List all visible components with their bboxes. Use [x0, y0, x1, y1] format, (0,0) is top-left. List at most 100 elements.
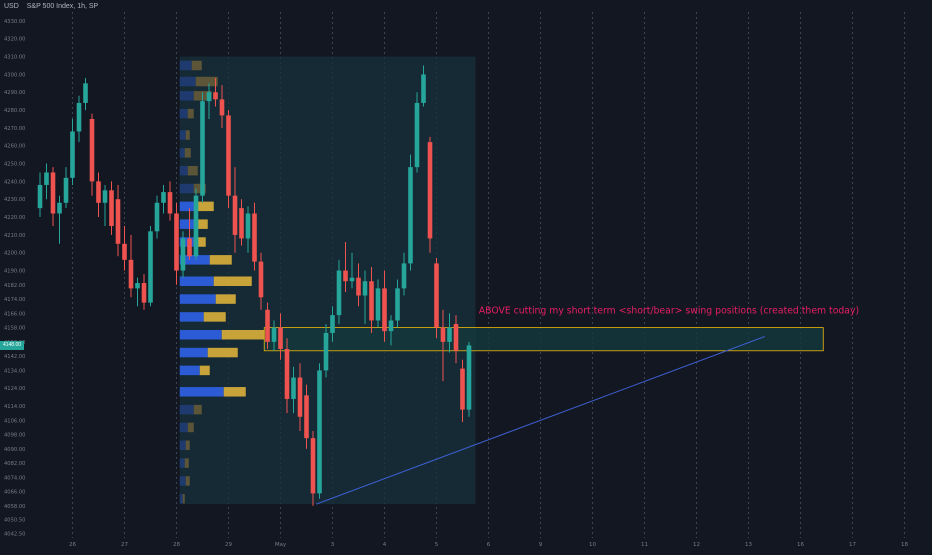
y-axis-tick-label: 4320.00	[4, 37, 25, 43]
candle-down	[50, 172, 56, 214]
swing-zone-box	[263, 327, 824, 352]
candle-down	[115, 199, 121, 244]
candle-down	[258, 261, 264, 298]
volume-profile-down-bar	[197, 219, 208, 229]
candle-up	[37, 184, 43, 209]
candle-up	[291, 377, 296, 399]
y-axis-tick-label: 4124.00	[4, 386, 25, 392]
candle-up	[408, 167, 413, 264]
y-axis-tick-label: 4050.50	[4, 517, 25, 523]
volume-profile-up-bar	[179, 165, 188, 176]
candle-up	[349, 277, 355, 282]
volume-profile-down-bar	[195, 76, 218, 87]
candle-down	[304, 395, 309, 439]
candle-up	[193, 195, 199, 257]
candle-up	[336, 270, 342, 316]
candle-up	[57, 202, 62, 214]
candle-up	[414, 102, 420, 168]
candle-up	[466, 345, 472, 410]
candle-down	[460, 368, 465, 410]
candle-up	[180, 238, 186, 271]
volume-profile-up-bar	[179, 91, 194, 101]
volume-profile-down-bar	[185, 130, 190, 140]
y-axis-tick-label: 4158.00	[4, 326, 25, 332]
y-axis-tick-label: 4074.00	[4, 475, 25, 481]
x-axis-tick-label: 16	[797, 542, 804, 548]
candle-down	[284, 348, 290, 399]
candle-up	[154, 202, 160, 232]
candle-down	[109, 190, 114, 226]
candle-down	[239, 208, 244, 239]
candle-down	[343, 270, 348, 282]
y-axis-tick-label: 4330.00	[4, 19, 25, 25]
volume-profile-up-bar	[179, 347, 208, 358]
volume-profile-up-bar	[179, 183, 194, 194]
volume-profile-down-bar	[187, 165, 198, 176]
candle-down	[453, 324, 459, 351]
y-axis-tick-label: 4210.00	[4, 233, 25, 239]
y-axis-tick-label: 4174.00	[4, 297, 25, 303]
volume-profile-up-bar	[179, 329, 222, 340]
candle-up	[102, 190, 108, 203]
y-axis-tick-label: 4220.00	[4, 215, 25, 221]
x-axis-tick-label: 18	[901, 542, 908, 548]
y-axis-tick-label: 4190.00	[4, 269, 25, 275]
candle-down	[128, 259, 134, 289]
y-axis-tick-label: 4090.00	[4, 447, 25, 453]
candle-up	[63, 177, 69, 203]
candle-down	[122, 243, 127, 260]
y-axis-tick-label: 4042.50	[4, 532, 25, 538]
volume-profile-down-bar	[193, 237, 206, 247]
candle-down	[96, 181, 101, 203]
symbol-title: S&P 500 Index, 1h, SP	[26, 3, 99, 10]
candle-down	[310, 438, 316, 494]
volume-profile-up-bar	[179, 476, 186, 486]
volume-profile-up-bar	[179, 312, 204, 322]
x-axis-tick-label: 29	[225, 542, 232, 548]
candle-down	[297, 377, 303, 417]
volume-profile-up-bar	[179, 440, 186, 451]
candle-down	[427, 142, 433, 239]
y-axis-tick-label: 4066.00	[4, 490, 25, 496]
y-axis-tick-label: 4250.00	[4, 162, 25, 168]
y-axis-tick-label: 4230.00	[4, 197, 25, 203]
candle-down	[89, 118, 95, 182]
trendline	[316, 336, 765, 505]
candle-down	[278, 327, 283, 349]
candle-up	[148, 231, 153, 303]
y-axis-tick-label: 4082.00	[4, 461, 25, 467]
candle-up	[70, 131, 75, 178]
volume-profile-down-bar	[193, 183, 206, 194]
candle-down	[440, 327, 446, 342]
volume-profile-down-bar	[209, 255, 232, 265]
y-axis-tick-label: 4134.00	[4, 368, 25, 374]
candle-down	[232, 195, 238, 235]
x-axis-tick-label: 5	[435, 542, 439, 548]
volume-profile-up-bar	[179, 76, 196, 87]
annotation-text: ABOVE cutting my short term <short/bear>…	[479, 305, 859, 316]
candle-up	[271, 327, 277, 342]
candle-up	[200, 101, 205, 196]
candle-up	[317, 370, 322, 494]
candle-up	[44, 172, 49, 185]
candle-down	[141, 283, 147, 303]
candle-up	[421, 74, 426, 103]
x-axis-tick-label: May	[275, 542, 287, 548]
y-axis-tick-label: 4280.00	[4, 108, 25, 114]
volume-profile-up-bar	[179, 255, 210, 265]
volume-profile-down-bar	[203, 312, 226, 322]
volume-profile-down-bar	[184, 458, 189, 468]
y-axis-tick-label: 4240.00	[4, 179, 25, 185]
x-axis-tick-label: 10	[589, 542, 596, 548]
volume-profile-down-bar	[199, 365, 210, 376]
volume-profile-up-bar	[179, 148, 185, 158]
y-axis-tick-label: 4300.00	[4, 72, 25, 78]
x-axis-tick-label: 9	[539, 542, 543, 548]
volume-profile-up-bar	[179, 494, 183, 504]
volume-profile-down-bar	[191, 60, 202, 71]
y-axis-tick-label: 4098.00	[4, 433, 25, 439]
volume-profile-down-bar	[215, 294, 236, 304]
y-axis-tick-label: 4142.00	[4, 354, 25, 360]
